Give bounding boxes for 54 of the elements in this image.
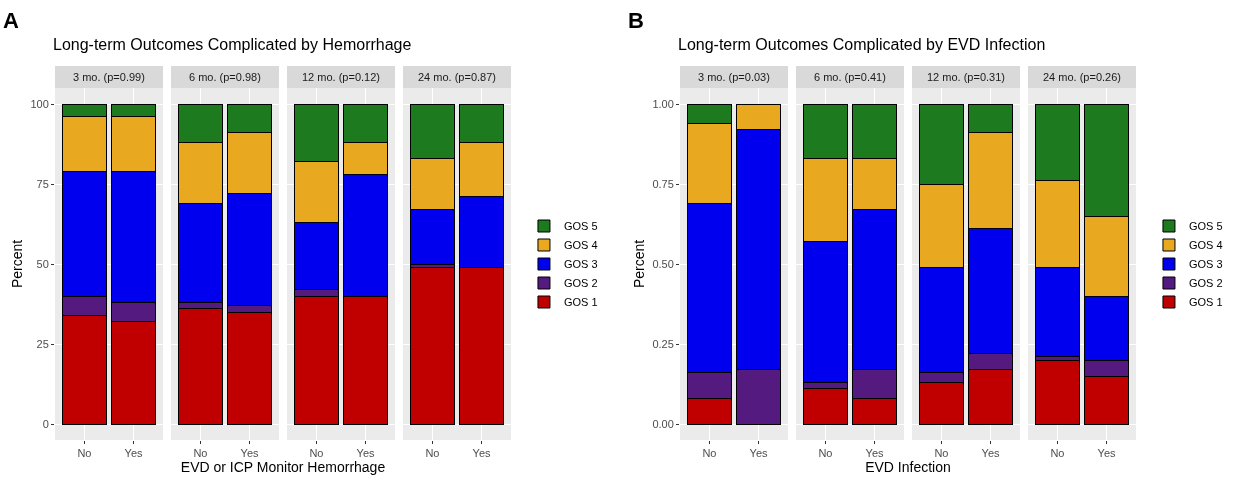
x-tick-label: Yes: [865, 447, 885, 460]
y-axis-title: Percent: [9, 239, 26, 289]
bar: [409, 266, 456, 425]
y-tick-label: 1.00: [652, 97, 674, 110]
legend-label: GOS 4: [1188, 239, 1223, 252]
y-tick-label: 25: [36, 337, 49, 350]
legend-label: GOS 5: [563, 220, 598, 233]
legend-label: GOS 3: [1188, 258, 1223, 271]
y-tick-label: 0: [42, 417, 49, 430]
text: Long-term Outcomes Complicated by Hemorrhage: [53, 36, 412, 54]
chart-subtitle: 12 mo. (p=0.12): [302, 71, 380, 83]
legend-label: GOS 4: [563, 239, 598, 252]
x-tick-label: Yes: [356, 447, 376, 460]
x-tick-label: No: [309, 447, 324, 460]
legend-label: GOS 2: [1188, 277, 1223, 290]
legend-label: GOS 2: [563, 277, 598, 290]
chart-subtitle: 3 mo. (p=0.03): [698, 71, 770, 83]
legend-label: GOS 1: [563, 296, 598, 309]
x-tick-label: Yes: [240, 447, 260, 460]
text: B: [628, 8, 644, 34]
x-axis-title: EVD or ICP Monitor Hemorrhage: [179, 459, 387, 475]
x-tick-label: No: [934, 447, 949, 460]
bar: [1034, 359, 1081, 425]
x-tick-label: Yes: [472, 447, 492, 460]
y-tick-label: 0.75: [652, 177, 674, 190]
y-tick-label: 0.00: [652, 417, 674, 430]
chart-subtitle: 6 mo. (p=0.41): [814, 71, 886, 83]
y-tick-label: 0.50: [652, 257, 674, 270]
x-tick-label: No: [818, 447, 833, 460]
y-tick-label: 0.25: [652, 337, 674, 350]
legend-label: GOS 5: [1188, 220, 1223, 233]
y-axis-title: Percent: [630, 239, 647, 289]
x-tick-label: No: [702, 447, 717, 460]
x-tick-label: No: [1050, 447, 1065, 460]
y-tick-label: 100: [30, 97, 49, 110]
x-tick-label: No: [77, 447, 92, 460]
chart-subtitle: 12 mo. (p=0.31): [927, 71, 1005, 83]
x-axis-title: EVD Infection: [864, 459, 952, 475]
chart-subtitle: 3 mo. (p=0.99): [73, 71, 145, 83]
x-tick-label: No: [193, 447, 208, 460]
x-tick-label: Yes: [981, 447, 1001, 460]
y-tick-label: 75: [36, 177, 49, 190]
x-tick-label: Yes: [749, 447, 769, 460]
chart-subtitle: 24 mo. (p=0.26): [1043, 71, 1121, 83]
x-tick-label: Yes: [124, 447, 144, 460]
text: Long-term Outcomes Complicated by EVD Infection: [678, 36, 1046, 54]
chart-subtitle: 6 mo. (p=0.98): [189, 71, 261, 83]
chart-subtitle: 24 mo. (p=0.87): [418, 71, 496, 83]
x-tick-label: No: [425, 447, 440, 460]
y-tick-label: 50: [36, 257, 49, 270]
x-tick-label: Yes: [1097, 447, 1117, 460]
legend-label: GOS 1: [1188, 296, 1223, 309]
legend-label: GOS 3: [563, 258, 598, 271]
text: A: [3, 8, 19, 34]
